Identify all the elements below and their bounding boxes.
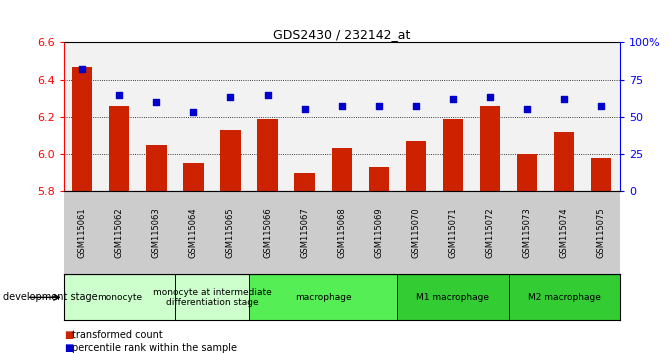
Bar <box>249 42 286 191</box>
Point <box>225 95 236 100</box>
Point <box>188 109 199 115</box>
Text: M2 macrophage: M2 macrophage <box>528 293 600 302</box>
Bar <box>405 141 426 191</box>
Bar <box>472 42 509 191</box>
Text: GSM115068: GSM115068 <box>337 207 346 258</box>
Point <box>299 107 310 112</box>
Text: GSM115072: GSM115072 <box>486 207 494 258</box>
Text: GSM115064: GSM115064 <box>189 207 198 258</box>
Text: GSM115069: GSM115069 <box>375 207 383 258</box>
Bar <box>591 158 612 191</box>
Text: GSM115066: GSM115066 <box>263 207 272 258</box>
Bar <box>257 119 278 191</box>
FancyBboxPatch shape <box>249 274 397 320</box>
Text: GSM115073: GSM115073 <box>523 207 531 258</box>
Point <box>559 96 570 102</box>
FancyBboxPatch shape <box>175 274 249 320</box>
Text: percentile rank within the sample: percentile rank within the sample <box>72 343 237 353</box>
Text: development stage: development stage <box>3 292 98 302</box>
Bar <box>517 154 537 191</box>
Point <box>373 104 384 109</box>
Bar <box>509 42 545 191</box>
Text: GSM115061: GSM115061 <box>78 207 86 258</box>
Bar <box>146 145 167 191</box>
FancyBboxPatch shape <box>397 274 509 320</box>
Text: GSM115074: GSM115074 <box>559 207 569 258</box>
Bar <box>286 42 323 191</box>
Text: M1 macrophage: M1 macrophage <box>417 293 489 302</box>
Bar <box>100 42 138 191</box>
Bar <box>397 42 434 191</box>
Bar <box>212 42 249 191</box>
Text: monocyte at intermediate
differentiation stage: monocyte at intermediate differentiation… <box>153 288 271 307</box>
Bar <box>294 173 315 191</box>
Bar <box>434 42 472 191</box>
Bar <box>64 42 100 191</box>
Text: GSM115071: GSM115071 <box>448 207 458 258</box>
Text: monocyte: monocyte <box>96 293 142 302</box>
Point <box>522 107 533 112</box>
FancyBboxPatch shape <box>64 274 175 320</box>
Bar <box>545 42 583 191</box>
Bar <box>583 42 620 191</box>
Point <box>151 99 161 105</box>
Text: macrophage: macrophage <box>295 293 352 302</box>
Text: GSM115067: GSM115067 <box>300 207 309 258</box>
Text: GSM115063: GSM115063 <box>152 207 161 258</box>
Bar <box>138 42 175 191</box>
Bar <box>175 42 212 191</box>
Text: GSM115062: GSM115062 <box>115 207 124 258</box>
Bar <box>443 119 463 191</box>
Text: ■: ■ <box>64 343 73 353</box>
Bar <box>554 132 574 191</box>
Text: GSM115070: GSM115070 <box>411 207 420 258</box>
Text: GSM115065: GSM115065 <box>226 207 235 258</box>
Point <box>596 104 606 109</box>
Text: transformed count: transformed count <box>72 330 163 339</box>
Bar <box>480 106 500 191</box>
Bar <box>109 106 129 191</box>
Point <box>448 96 458 102</box>
Bar <box>220 130 241 191</box>
Point <box>114 92 125 97</box>
Point <box>77 67 88 72</box>
Text: ■: ■ <box>64 330 73 339</box>
Bar <box>183 163 204 191</box>
Point <box>262 92 273 97</box>
Point <box>411 104 421 109</box>
Point <box>336 104 347 109</box>
Title: GDS2430 / 232142_at: GDS2430 / 232142_at <box>273 28 411 41</box>
Bar <box>332 148 352 191</box>
FancyBboxPatch shape <box>509 274 620 320</box>
Bar <box>369 167 389 191</box>
Bar <box>72 67 92 191</box>
Text: GSM115075: GSM115075 <box>597 207 606 258</box>
Bar <box>360 42 397 191</box>
Bar <box>323 42 360 191</box>
Point <box>484 95 495 100</box>
